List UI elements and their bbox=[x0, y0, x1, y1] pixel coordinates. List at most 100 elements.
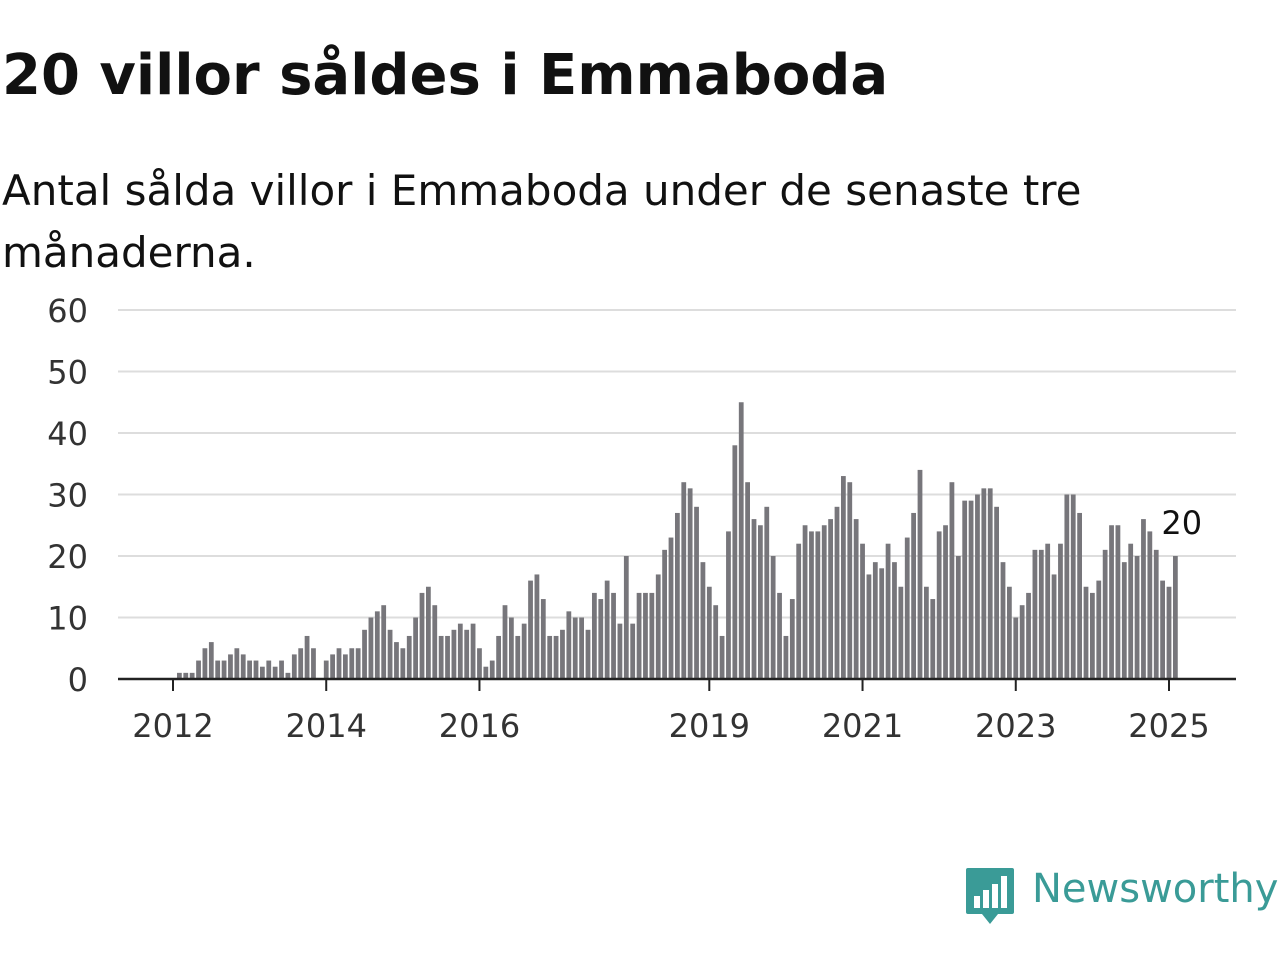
bar bbox=[285, 672, 291, 679]
bar bbox=[1089, 592, 1095, 679]
bar bbox=[962, 500, 968, 679]
bar bbox=[923, 586, 929, 679]
bar bbox=[630, 623, 636, 679]
bar bbox=[821, 525, 827, 679]
bar bbox=[898, 586, 904, 679]
bar bbox=[975, 494, 980, 679]
bar bbox=[1166, 586, 1172, 679]
bar bbox=[311, 648, 316, 679]
bar bbox=[432, 605, 438, 679]
bar bbox=[1153, 549, 1159, 679]
bar bbox=[528, 580, 533, 679]
bar bbox=[496, 635, 501, 679]
bar bbox=[655, 574, 661, 679]
bar bbox=[253, 660, 259, 679]
bar bbox=[745, 482, 750, 679]
bar bbox=[674, 512, 680, 679]
x-axis-ticks: 2012 2014 2016 2019 2021 2023 2025 bbox=[132, 679, 1210, 745]
bar bbox=[777, 592, 782, 679]
bar bbox=[732, 445, 738, 679]
bar bbox=[381, 605, 387, 679]
y-axis-ticks: 0 10 20 30 40 50 60 bbox=[47, 292, 88, 699]
bar bbox=[330, 654, 335, 679]
y-tick-label: 30 bbox=[47, 477, 88, 515]
bar bbox=[764, 506, 770, 679]
bar bbox=[502, 605, 508, 679]
bar bbox=[406, 635, 412, 679]
bar bbox=[726, 531, 731, 679]
bar bbox=[649, 592, 655, 679]
bar bbox=[904, 537, 910, 679]
bar bbox=[445, 635, 450, 679]
bar bbox=[394, 642, 399, 679]
bar bbox=[860, 543, 865, 679]
x-tick-label: 2019 bbox=[669, 707, 750, 745]
bar bbox=[668, 537, 674, 679]
bar bbox=[1128, 543, 1134, 679]
bar bbox=[694, 506, 699, 679]
bar bbox=[1096, 580, 1102, 679]
bar bbox=[1134, 556, 1140, 679]
bar bbox=[228, 654, 233, 679]
x-tick-label: 2025 bbox=[1128, 707, 1209, 745]
bar bbox=[936, 531, 942, 679]
bar bbox=[483, 666, 489, 679]
bar bbox=[1000, 562, 1006, 679]
bar bbox=[598, 599, 604, 679]
bar bbox=[560, 629, 565, 679]
bar bbox=[796, 543, 802, 679]
bar bbox=[259, 666, 265, 679]
bar bbox=[783, 635, 789, 679]
bar bbox=[706, 586, 712, 679]
bar bbox=[700, 562, 706, 679]
bar bbox=[176, 672, 182, 679]
bar bbox=[508, 617, 514, 679]
bar bbox=[183, 672, 189, 679]
bar bbox=[994, 506, 999, 679]
bar bbox=[413, 617, 418, 679]
bar bbox=[872, 562, 878, 679]
bar bbox=[1051, 574, 1057, 679]
bar bbox=[489, 660, 495, 679]
bar bbox=[751, 519, 757, 679]
bar bbox=[809, 531, 814, 679]
x-tick-label: 2023 bbox=[975, 707, 1056, 745]
bar-chart-logo-icon bbox=[966, 868, 1014, 924]
bar bbox=[1147, 531, 1153, 679]
newsworthy-logo: Newsworthy bbox=[964, 864, 1278, 928]
bar bbox=[853, 519, 859, 679]
y-tick-label: 40 bbox=[47, 415, 88, 453]
bar bbox=[757, 525, 763, 679]
bar bbox=[604, 580, 610, 679]
bar bbox=[591, 592, 597, 679]
bar bbox=[885, 543, 891, 679]
y-tick-label: 50 bbox=[47, 354, 88, 392]
bar bbox=[272, 666, 278, 679]
chart-title: 20 villor såldes i Emmaboda bbox=[2, 43, 889, 108]
bar bbox=[585, 629, 591, 679]
bar bbox=[349, 648, 355, 679]
bar bbox=[202, 648, 208, 679]
bar bbox=[534, 574, 540, 679]
bar bbox=[336, 648, 342, 679]
x-tick-label: 2012 bbox=[132, 707, 213, 745]
y-tick-label: 60 bbox=[47, 292, 88, 330]
bar bbox=[987, 488, 993, 679]
x-tick-label: 2014 bbox=[286, 707, 367, 745]
bar bbox=[802, 525, 808, 679]
bar bbox=[400, 648, 406, 679]
bar bbox=[1006, 586, 1012, 679]
bar bbox=[636, 592, 642, 679]
bar bbox=[1038, 549, 1044, 679]
bar bbox=[304, 635, 310, 679]
bar bbox=[221, 660, 227, 679]
bar bbox=[419, 592, 425, 679]
bar bbox=[847, 482, 853, 679]
bar bbox=[892, 562, 897, 679]
bar bbox=[1013, 617, 1019, 679]
bar bbox=[240, 654, 246, 679]
bar bbox=[515, 635, 521, 679]
bar bbox=[623, 556, 629, 679]
bar bbox=[540, 599, 546, 679]
bar bbox=[457, 623, 463, 679]
